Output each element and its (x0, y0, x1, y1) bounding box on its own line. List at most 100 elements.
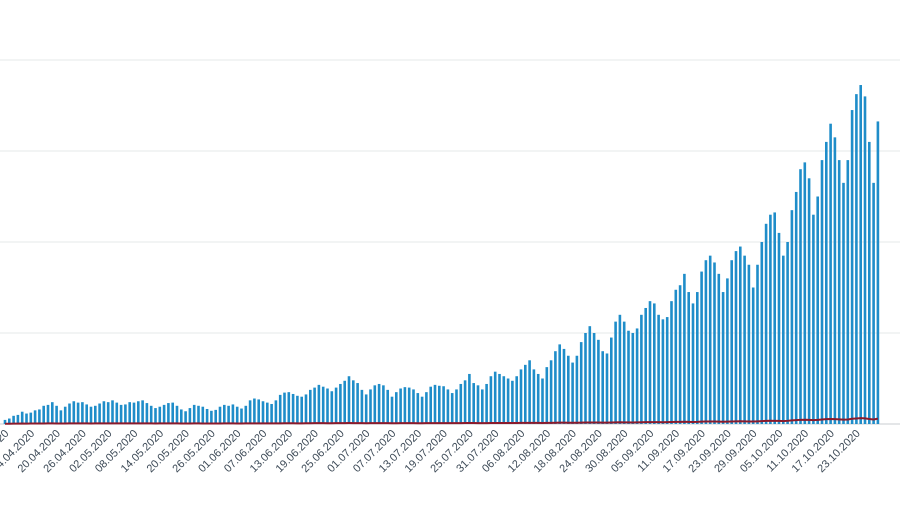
bar (373, 385, 377, 424)
bar (167, 403, 170, 424)
bar (304, 394, 308, 424)
bar (554, 351, 557, 424)
bar (764, 223, 768, 424)
bar (489, 376, 493, 424)
bar (777, 232, 781, 424)
bar (665, 317, 669, 424)
bar (347, 376, 351, 424)
bar (162, 404, 166, 424)
bar (498, 373, 501, 424)
bar (734, 251, 738, 424)
bar (16, 414, 20, 424)
bar (25, 413, 28, 424)
bar (214, 409, 217, 424)
bar (244, 405, 248, 424)
bar (829, 123, 832, 424)
bar (657, 314, 660, 424)
bar (648, 301, 652, 424)
bar (773, 212, 776, 424)
bar (132, 402, 136, 424)
bar (154, 408, 157, 424)
bar (356, 383, 359, 424)
bar (622, 321, 626, 424)
bar (412, 389, 415, 424)
bar (115, 402, 119, 424)
bar (704, 260, 708, 424)
bar (635, 328, 639, 424)
bar (278, 394, 282, 424)
bar (55, 405, 58, 424)
bar (597, 339, 600, 424)
bar (330, 391, 334, 424)
bar (588, 326, 592, 424)
bar (579, 342, 583, 424)
bar (455, 389, 458, 424)
bar (403, 387, 407, 424)
bar (476, 385, 480, 424)
bar (111, 400, 114, 424)
bar (446, 389, 450, 424)
bar (343, 380, 346, 424)
bar (459, 383, 463, 424)
bar (261, 401, 265, 424)
bar (640, 314, 643, 424)
bar (149, 405, 153, 424)
bar (549, 360, 553, 424)
bar (235, 406, 239, 424)
bar (145, 403, 149, 424)
bar (42, 405, 45, 424)
bar (171, 402, 174, 424)
bar (678, 285, 682, 424)
bar (562, 348, 566, 424)
bar (868, 141, 871, 424)
bar (524, 364, 527, 424)
bar (291, 393, 295, 424)
bar (855, 94, 858, 424)
bar (270, 403, 273, 424)
bar (360, 389, 364, 424)
bar (506, 378, 510, 424)
bar (317, 384, 321, 424)
bar (481, 389, 484, 424)
bar (846, 160, 850, 424)
bar (382, 385, 385, 424)
bar (188, 408, 192, 424)
bar (184, 411, 187, 424)
bar (541, 378, 544, 424)
bar (468, 373, 471, 424)
bar (700, 271, 703, 424)
bar (743, 255, 746, 424)
bar (51, 402, 54, 424)
bar (352, 380, 355, 424)
bar (687, 292, 690, 424)
bar (287, 392, 291, 424)
bar (197, 405, 200, 424)
bar (119, 404, 123, 424)
bar (321, 386, 325, 424)
bar (192, 404, 196, 424)
bar (218, 406, 222, 424)
bar (76, 402, 80, 424)
bar (769, 214, 772, 424)
bar (128, 402, 131, 424)
bar (137, 401, 140, 424)
bar (450, 393, 454, 424)
bar (786, 242, 789, 424)
bar (257, 399, 260, 424)
bar (536, 373, 540, 424)
bar (8, 418, 11, 424)
bar (670, 301, 673, 424)
bar (407, 387, 411, 424)
bar (364, 394, 368, 424)
bar (205, 408, 209, 424)
bar (696, 292, 699, 424)
bar (377, 383, 381, 424)
bar (820, 160, 824, 424)
bar (502, 376, 506, 424)
bar (872, 182, 875, 424)
bar (691, 303, 695, 424)
bar (63, 406, 67, 424)
bar (601, 351, 604, 424)
